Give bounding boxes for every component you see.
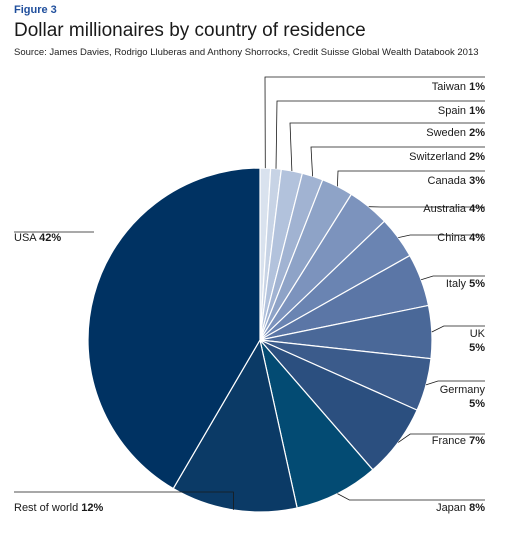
slice-label-taiwan: Taiwan 1%: [432, 81, 485, 93]
slice-name-taiwan: Taiwan: [432, 81, 469, 93]
slice-name-sweden: Sweden: [426, 127, 469, 139]
slice-value-switzerland: 2%: [469, 151, 485, 163]
slice-name-japan: Japan: [436, 502, 469, 514]
slice-value-taiwan: 1%: [469, 81, 485, 93]
slice-value-rest-of-world: 12%: [81, 502, 103, 514]
slice-label-usa: USA 42%: [14, 232, 61, 244]
slice-name-spain: Spain: [438, 105, 469, 117]
slice-name-france: France: [432, 435, 469, 447]
leader-line-rest-of-world: [14, 491, 234, 510]
leader-line-sweden: [289, 122, 485, 172]
leader-line-taiwan: [264, 76, 485, 169]
slice-name-usa: USA: [14, 232, 39, 244]
slice-label-italy: Italy 5%: [446, 278, 485, 290]
slice-label-france: France 7%: [432, 435, 485, 447]
slice-value-italy: 5%: [469, 278, 485, 290]
slice-name-italy: Italy: [446, 278, 469, 290]
slice-value-germany: 5%: [469, 398, 485, 410]
slice-name-switzerland: Switzerland: [409, 151, 469, 163]
slice-value-uk: 5%: [469, 342, 485, 354]
slice-name-australia: Australia: [423, 203, 469, 215]
slice-value-usa: 42%: [39, 232, 61, 244]
slice-label-sweden: Sweden 2%: [426, 127, 485, 139]
chart-source: Source: James Davies, Rodrigo Lluberas a…: [14, 47, 479, 58]
slice-value-canada: 3%: [469, 175, 485, 187]
slice-value-australia: 4%: [469, 203, 485, 215]
slice-name-china: China: [437, 232, 469, 244]
slice-label-switzerland: Switzerland 2%: [409, 151, 485, 163]
slice-name-uk: UK: [470, 328, 486, 340]
leader-line-france: [397, 433, 485, 443]
slice-value-china: 4%: [469, 232, 485, 244]
leader-line-germany: [425, 380, 485, 386]
slice-value-spain: 1%: [469, 105, 485, 117]
leader-line-spain: [275, 100, 485, 169]
figure-label: Figure 3: [14, 4, 57, 16]
leader-line-uk: [431, 325, 485, 333]
leader-line-switzerland: [310, 146, 485, 177]
slice-label-spain: Spain 1%: [438, 105, 485, 117]
slice-name-rest-of-world: Rest of world: [14, 502, 81, 514]
leader-line-china: [398, 234, 485, 238]
slice-label-australia: Australia 4%: [423, 203, 485, 215]
slice-label-china: China 4%: [437, 232, 485, 244]
slice-name-canada: Canada: [428, 175, 470, 187]
slice-value-japan: 8%: [469, 502, 485, 514]
leader-line-italy: [420, 275, 485, 281]
leader-line-japan: [337, 493, 485, 501]
chart-title: Dollar millionaires by country of reside…: [14, 20, 366, 41]
slice-value-france: 7%: [469, 435, 485, 447]
slice-label-rest-of-world: Rest of world 12%: [14, 502, 103, 514]
leader-line-canada: [337, 170, 485, 187]
slice-label-canada: Canada 3%: [428, 175, 486, 187]
pie-slice-usa: [87, 167, 261, 490]
slice-name-germany: Germany: [440, 384, 486, 396]
slice-label-japan: Japan 8%: [436, 502, 485, 514]
slice-value-sweden: 2%: [469, 127, 485, 139]
